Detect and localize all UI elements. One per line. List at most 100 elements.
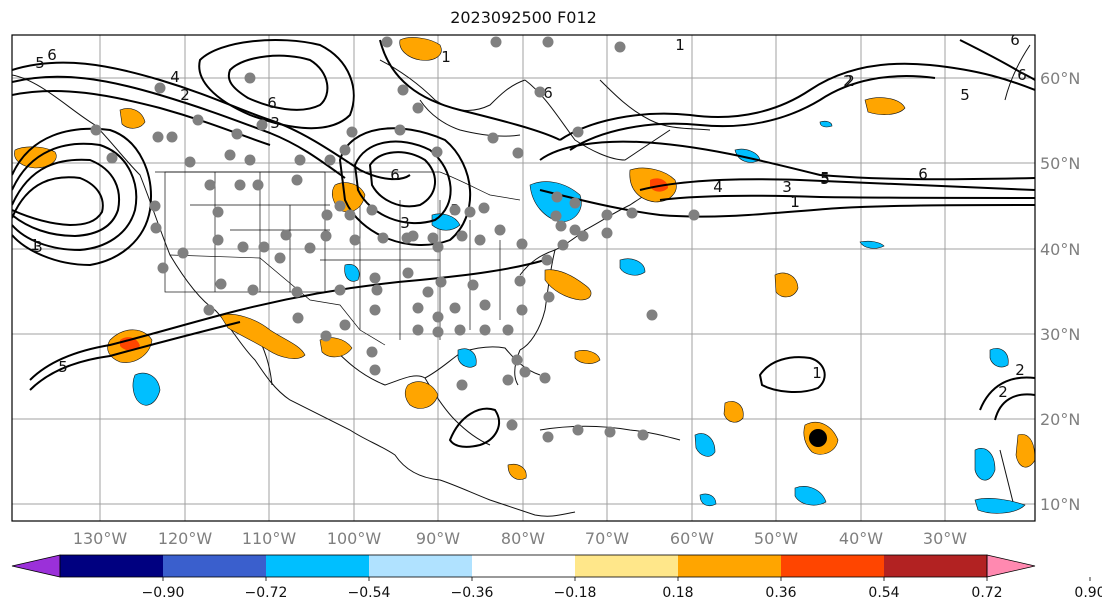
longitude-label: 120°W <box>158 529 213 548</box>
contour-label: 1 <box>790 193 800 211</box>
station-marker <box>280 229 292 241</box>
station-marker <box>432 326 444 338</box>
contour-label: 3 <box>782 178 792 196</box>
station-marker <box>224 149 236 161</box>
colorbar <box>11 554 1036 578</box>
colorbar-tick-label: −0.18 <box>554 585 597 601</box>
station-marker <box>539 372 551 384</box>
station-marker <box>212 206 224 218</box>
map-frame <box>11 34 1036 522</box>
station-marker <box>490 36 502 48</box>
longitude-label: 60°W <box>670 529 714 548</box>
station-marker <box>601 209 613 221</box>
station-marker <box>149 200 161 212</box>
station-markers <box>90 36 700 443</box>
station-marker <box>150 222 162 234</box>
station-marker <box>412 324 424 336</box>
station-marker <box>346 126 358 138</box>
station-marker <box>203 304 215 316</box>
latitude-label: 40°N <box>1040 240 1080 259</box>
contour-label: 4 <box>170 68 180 86</box>
latitude-label: 20°N <box>1040 410 1080 429</box>
station-marker <box>422 286 434 298</box>
station-marker <box>394 124 406 136</box>
station-marker <box>604 426 616 438</box>
contour-labels: 654263631365423213516566512211 <box>30 35 1027 401</box>
station-marker <box>401 232 413 244</box>
station-marker <box>646 309 658 321</box>
station-marker <box>542 36 554 48</box>
station-marker <box>502 324 514 336</box>
station-marker <box>431 146 443 158</box>
colorbar-tick-label: 0.36 <box>765 585 796 601</box>
station-marker <box>569 224 581 236</box>
station-marker <box>381 36 393 48</box>
station-marker <box>294 154 306 166</box>
station-marker <box>541 254 553 266</box>
station-marker <box>366 346 378 358</box>
station-marker <box>90 124 102 136</box>
longitude-label: 30°W <box>923 529 967 548</box>
colorbar-tick-labels: −0.90 −0.72 −0.54 −0.36 −0.18 0.18 0.36 0.54 0.7… <box>142 577 1102 601</box>
station-marker <box>516 304 528 316</box>
station-marker <box>291 174 303 186</box>
station-marker <box>432 241 444 253</box>
colorbar-tick-label: 0.72 <box>971 585 1002 601</box>
colorbar-segment <box>884 555 987 577</box>
station-marker <box>543 291 555 303</box>
station-marker <box>479 299 491 311</box>
station-marker <box>427 232 439 244</box>
colorbar-segment <box>369 555 472 577</box>
station-marker <box>542 431 554 443</box>
contour-label: 2 <box>843 72 853 90</box>
contour-label: 3 <box>270 114 280 132</box>
station-marker <box>614 41 626 53</box>
station-marker <box>487 132 499 144</box>
colorbar-outline <box>59 554 988 578</box>
station-marker <box>572 424 584 436</box>
longitude-label: 90°W <box>416 529 460 548</box>
latitude-label: 30°N <box>1040 325 1080 344</box>
colorbar-segment <box>60 555 163 577</box>
station-marker <box>212 234 224 246</box>
station-marker <box>601 227 613 239</box>
colorbar-tick-label: 0.54 <box>868 585 899 601</box>
station-marker <box>577 230 589 242</box>
contour-label: 3 <box>33 238 43 256</box>
station-marker <box>274 252 286 264</box>
station-marker <box>637 429 649 441</box>
contour-label: 2 <box>1015 361 1025 379</box>
station-marker <box>369 304 381 316</box>
station-marker <box>106 152 118 164</box>
station-marker <box>371 284 383 296</box>
station-marker <box>349 234 361 246</box>
station-marker <box>369 364 381 376</box>
station-marker <box>321 209 333 221</box>
station-marker <box>479 324 491 336</box>
longitude-label: 40°W <box>839 529 883 548</box>
station-marker <box>572 126 584 138</box>
colorbar-segment <box>781 555 884 577</box>
station-marker <box>237 241 249 253</box>
longitude-label: 50°W <box>754 529 798 548</box>
contour-label: 1 <box>30 236 40 254</box>
contour-label: 5 <box>960 86 970 104</box>
station-marker <box>231 128 243 140</box>
colorbar-segment <box>266 555 369 577</box>
contour-label: 6 <box>1017 66 1027 84</box>
station-marker <box>339 144 351 156</box>
contour-label: 6 <box>543 84 553 102</box>
colorbar-tick-label: −0.72 <box>245 585 288 601</box>
colorbar-segment <box>678 555 781 577</box>
colorbar-arrow-max <box>986 554 1036 578</box>
station-marker <box>512 147 524 159</box>
station-marker <box>177 247 189 259</box>
station-marker <box>569 197 581 209</box>
station-marker <box>247 284 259 296</box>
colorbar-tick-label: −0.54 <box>348 585 391 601</box>
station-marker <box>324 154 336 166</box>
contour-label: 1 <box>675 36 685 54</box>
station-marker <box>292 312 304 324</box>
station-marker <box>256 119 268 131</box>
colorbar-tick-label: −0.36 <box>451 585 494 601</box>
